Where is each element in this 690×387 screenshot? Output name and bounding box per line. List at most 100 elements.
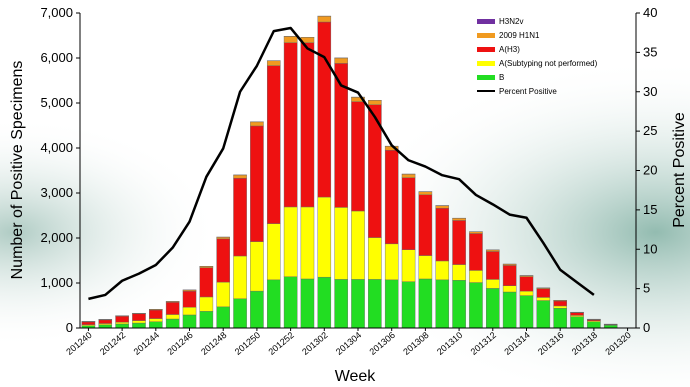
y-tick-label: 0 xyxy=(66,320,73,335)
bar-a-subtyping-not-performed-201249 xyxy=(233,255,247,299)
legend-label-2009-h1n1: 2009 H1N1 xyxy=(499,31,540,40)
y2-axis-title: Percent Positive xyxy=(671,112,688,228)
y2-tick-label: 0 xyxy=(643,320,650,335)
bar-2009-h1n1-201248 xyxy=(216,236,230,240)
bar-a-subtyping-not-performed-201243 xyxy=(132,320,146,324)
y2-tick-label: 25 xyxy=(643,123,657,138)
bar-a-subtyping-not-performed-201247 xyxy=(199,296,214,312)
bar-b-201250 xyxy=(250,290,264,329)
bar-a-subtyping-not-performed-201313 xyxy=(502,285,517,293)
bar-a-h3-201308 xyxy=(418,194,433,256)
legend-label-b: B xyxy=(499,73,504,82)
bar-b-201314 xyxy=(519,295,534,329)
y2-tick-label: 40 xyxy=(643,5,657,20)
bar-b-201302 xyxy=(317,276,332,329)
y-tick-label: 7,000 xyxy=(40,5,73,20)
bar-b-201248 xyxy=(216,306,230,329)
y-tick-label: 3,000 xyxy=(40,185,73,200)
bar-b-201311 xyxy=(469,282,483,329)
bar-a-h3-201251 xyxy=(266,65,281,224)
bar-2009-h1n1-201247 xyxy=(199,266,214,268)
y2-tick-label: 20 xyxy=(643,163,657,178)
x-axis-title: Week xyxy=(335,368,377,385)
bar-a-subtyping-not-performed-201310 xyxy=(452,264,466,281)
legend-swatch-2009-h1n1 xyxy=(477,33,495,38)
y-tick-label: 1,000 xyxy=(40,275,73,290)
bar-b-201252 xyxy=(283,276,298,329)
bar-a-h3-201315 xyxy=(536,288,551,298)
bar-a-h3-201302 xyxy=(317,21,332,198)
bar-a-h3-201317 xyxy=(570,312,584,316)
bar-a-h3-201313 xyxy=(502,265,517,286)
bar-a-subtyping-not-performed-201316 xyxy=(553,305,567,309)
legend-label-a-h3: A(H3) xyxy=(499,45,520,54)
bar-b-201316 xyxy=(553,308,567,329)
y-tick-label: 4,000 xyxy=(40,140,73,155)
y-tick-label: 2,000 xyxy=(40,230,73,245)
bar-2009-h1n1-201308 xyxy=(418,191,433,195)
bar-b-201312 xyxy=(486,288,500,329)
legend-swatch-h3n2v xyxy=(477,19,495,24)
bar-a-h3-201250 xyxy=(250,125,264,242)
bar-a-subtyping-not-performed-201305 xyxy=(368,237,382,280)
bar-2009-h1n1-201250 xyxy=(250,121,264,127)
bar-a-h3-201243 xyxy=(132,313,146,321)
bar-a-h3-201310 xyxy=(452,220,466,265)
legend-label-percent-positive: Percent Positive xyxy=(499,87,557,96)
bar-b-201245 xyxy=(165,318,180,329)
bar-b-201306 xyxy=(384,279,399,329)
legend-label-a-not-subtyped: A(Subtyping not performed) xyxy=(499,59,598,68)
bar-a-h3-201248 xyxy=(216,238,230,283)
bar-a-h3-201249 xyxy=(233,177,247,257)
bar-2009-h1n1-201309 xyxy=(435,205,450,209)
bar-a-h3-201301 xyxy=(300,42,315,208)
bar-b-201249 xyxy=(233,298,247,329)
bar-b-201304 xyxy=(351,279,365,329)
line-group xyxy=(88,26,595,301)
bar-a-subtyping-not-performed-201312 xyxy=(486,279,500,289)
bar-a-subtyping-not-performed-201241 xyxy=(98,323,113,326)
bar-a-subtyping-not-performed-201308 xyxy=(418,255,433,280)
bar-2009-h1n1-201251 xyxy=(266,60,281,66)
bar-b-201242 xyxy=(115,323,129,329)
bar-a-h3-201242 xyxy=(115,316,129,323)
legend-swatch-a-h3 xyxy=(477,47,495,52)
bar-a-subtyping-not-performed-201246 xyxy=(182,307,197,316)
bar-b-201309 xyxy=(435,279,450,329)
bar-2009-h1n1-201307 xyxy=(401,173,416,178)
bar-b-201301 xyxy=(300,278,315,329)
bar-a-subtyping-not-performed-201307 xyxy=(401,249,416,282)
bar-a-subtyping-not-performed-201251 xyxy=(266,223,281,281)
bar-a-h3-201247 xyxy=(199,267,214,298)
bar-a-subtyping-not-performed-201315 xyxy=(536,297,551,301)
y-ticks-left: 0 1,000 2,000 3,000 4,000 5,000 6,000 7,000 xyxy=(40,5,80,335)
percent-positive-line xyxy=(88,26,595,301)
bar-b-201307 xyxy=(401,281,416,329)
bar-a-h3-201240 xyxy=(81,321,96,325)
bar-2009-h1n1-201310 xyxy=(452,217,466,221)
bar-a-h3-201307 xyxy=(401,177,416,250)
bar-a-subtyping-not-performed-201311 xyxy=(469,270,483,283)
y-ticks-right: 0 5 10 15 20 25 30 35 40 xyxy=(636,5,657,335)
bar-2009-h1n1-201312 xyxy=(486,249,500,252)
bar-2009-h1n1-201302 xyxy=(317,15,332,23)
bar-2009-h1n1-201313 xyxy=(502,263,517,266)
y2-tick-label: 10 xyxy=(643,241,657,256)
bar-a-h3-201309 xyxy=(435,208,450,262)
bar-b-201246 xyxy=(182,314,197,329)
bar-b-201317 xyxy=(570,316,584,329)
y2-tick-label: 5 xyxy=(643,281,650,296)
y2-tick-label: 15 xyxy=(643,202,657,217)
bar-a-subtyping-not-performed-201304 xyxy=(351,210,365,280)
bar-a-h3-201246 xyxy=(182,290,197,308)
bar-b-201318 xyxy=(587,321,601,329)
y-tick-label: 6,000 xyxy=(40,50,73,65)
legend: H3N2v 2009 H1N1 A(H3) A(Subtyping not pe… xyxy=(477,17,598,96)
bar-2009-h1n1-201303 xyxy=(334,57,348,64)
y2-tick-label: 35 xyxy=(643,44,657,59)
bar-b-201303 xyxy=(334,279,348,329)
bar-b-201251 xyxy=(266,279,281,329)
bar-2009-h1n1-201305 xyxy=(368,100,382,106)
